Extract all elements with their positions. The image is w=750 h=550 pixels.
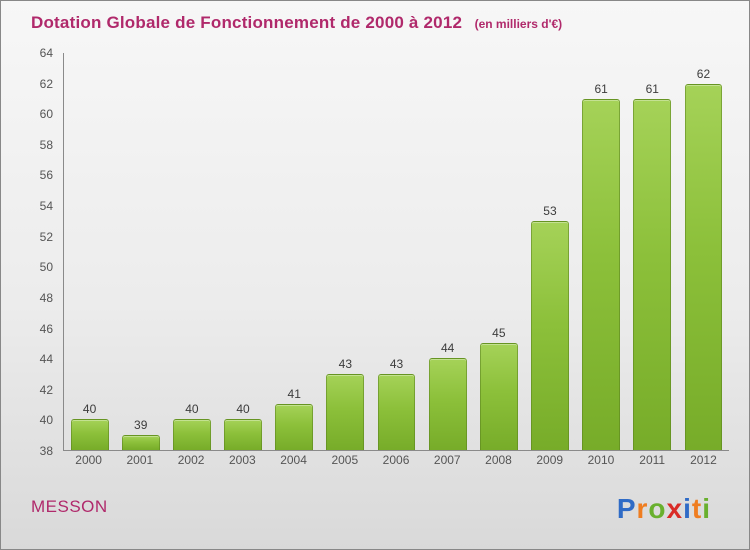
bar-2007 [428,358,467,450]
y-tick-label: 52 [39,229,53,244]
bar-2008 [479,343,518,450]
x-tick-label: 2000 [75,453,102,467]
bar-value-label: 44 [440,341,455,356]
y-tick-label: 46 [39,321,53,336]
y-tick-label: 38 [39,444,53,458]
bar-2005 [326,373,365,450]
x-tick-label: 2002 [177,453,205,467]
bar-value-label: 40 [185,402,199,417]
bar-value-label: 41 [287,387,301,402]
logo-letter-2: o [648,493,667,524]
bar-value-label: 61 [594,81,608,96]
y-tick-label: 56 [39,168,53,183]
bar-cell-2002: 40 [166,53,217,450]
bar-series: 40 39 40 40 41 43 43 44 45 53 61 61 62 [64,53,729,450]
bar-2011 [633,98,672,450]
y-tick-label: 44 [39,352,53,367]
x-tick-label: 2008 [485,453,512,467]
bar-value-label: 53 [543,203,557,218]
logo-letter-4: i [683,493,692,524]
logo-letter-1: r [636,493,649,524]
y-tick-label: 58 [39,137,53,152]
bar-cell-2010: 61 [576,53,627,450]
logo-letter-5: t [691,493,703,524]
bar-value-label: 39 [134,417,148,432]
bar-2004 [275,404,314,450]
y-tick-label: 62 [39,76,53,91]
bar-2009 [531,220,569,450]
y-tick-label: 48 [39,290,53,305]
y-tick-label: 64 [39,46,53,60]
bar-cell-2000: 40 [64,53,115,450]
footer: MESSON Proxiti [1,493,749,533]
bar-cell-2005: 43 [320,53,371,450]
x-axis: 2000 2001 2002 2003 2004 2005 2006 2007 2008 2009… [63,453,729,467]
bar-cell-2006: 43 [371,53,422,450]
x-tick-label: 2005 [331,453,359,467]
x-tick-label: 2001 [126,453,154,467]
bar-2000 [70,419,109,450]
chart-title-row: Dotation Globale de Fonctionnement de 20… [31,13,729,33]
bar-value-label: 61 [645,81,659,96]
bar-value-label: 40 [82,402,97,417]
page-title: Dotation Globale de Fonctionnement de 20… [31,13,463,32]
bar-cell-2008: 45 [473,53,524,450]
bar-cell-2001: 39 [115,53,166,450]
bar-2010 [582,98,621,450]
bar-value-label: 43 [389,356,404,371]
footer-company: MESSON [31,497,108,516]
y-axis: 64 62 60 58 56 54 52 50 48 46 44 42 40 38 [1,46,59,458]
x-tick-label: 2006 [382,453,410,467]
y-tick-label: 54 [39,199,53,214]
y-tick-label: 50 [39,260,53,275]
bar-cell-2007: 44 [422,53,473,450]
bar-cell-2009: 53 [524,53,575,450]
x-tick-label: 2012 [690,453,717,467]
bar-value-label: 43 [338,356,353,371]
bar-value-label: 40 [236,402,250,417]
bar-2003 [224,419,262,450]
x-tick-label: 2011 [639,453,666,467]
bar-2006 [377,373,416,450]
x-tick-label: 2003 [228,453,256,467]
x-tick-label: 2004 [280,453,307,467]
bar-cell-2011: 61 [627,53,678,450]
bar-cell-2004: 41 [269,53,320,450]
bar-cell-2012: 62 [678,53,729,450]
y-tick-label: 42 [39,382,53,397]
bar-value-label: 45 [492,326,506,341]
chart-subtitle: (en milliers d'€) [474,17,563,31]
bar-value-label: 62 [696,66,711,81]
y-tick-label: 60 [39,107,53,122]
x-tick-label: 2009 [536,453,564,467]
x-tick-label: 2010 [587,453,615,467]
bar-2012 [684,83,723,450]
proxiti-logo: Proxiti [617,493,711,525]
bar-2001 [121,434,160,450]
bar-2002 [172,419,211,450]
logo-letter-6: i [702,493,711,524]
logo-letter-0: P [616,493,637,524]
y-tick-label: 40 [39,413,53,428]
x-tick-label: 2007 [433,453,461,467]
logo-letter-3: x [666,493,684,524]
plot-area: 40 39 40 40 41 43 43 44 45 53 61 61 62 [63,53,729,451]
bar-cell-2003: 40 [217,53,268,450]
